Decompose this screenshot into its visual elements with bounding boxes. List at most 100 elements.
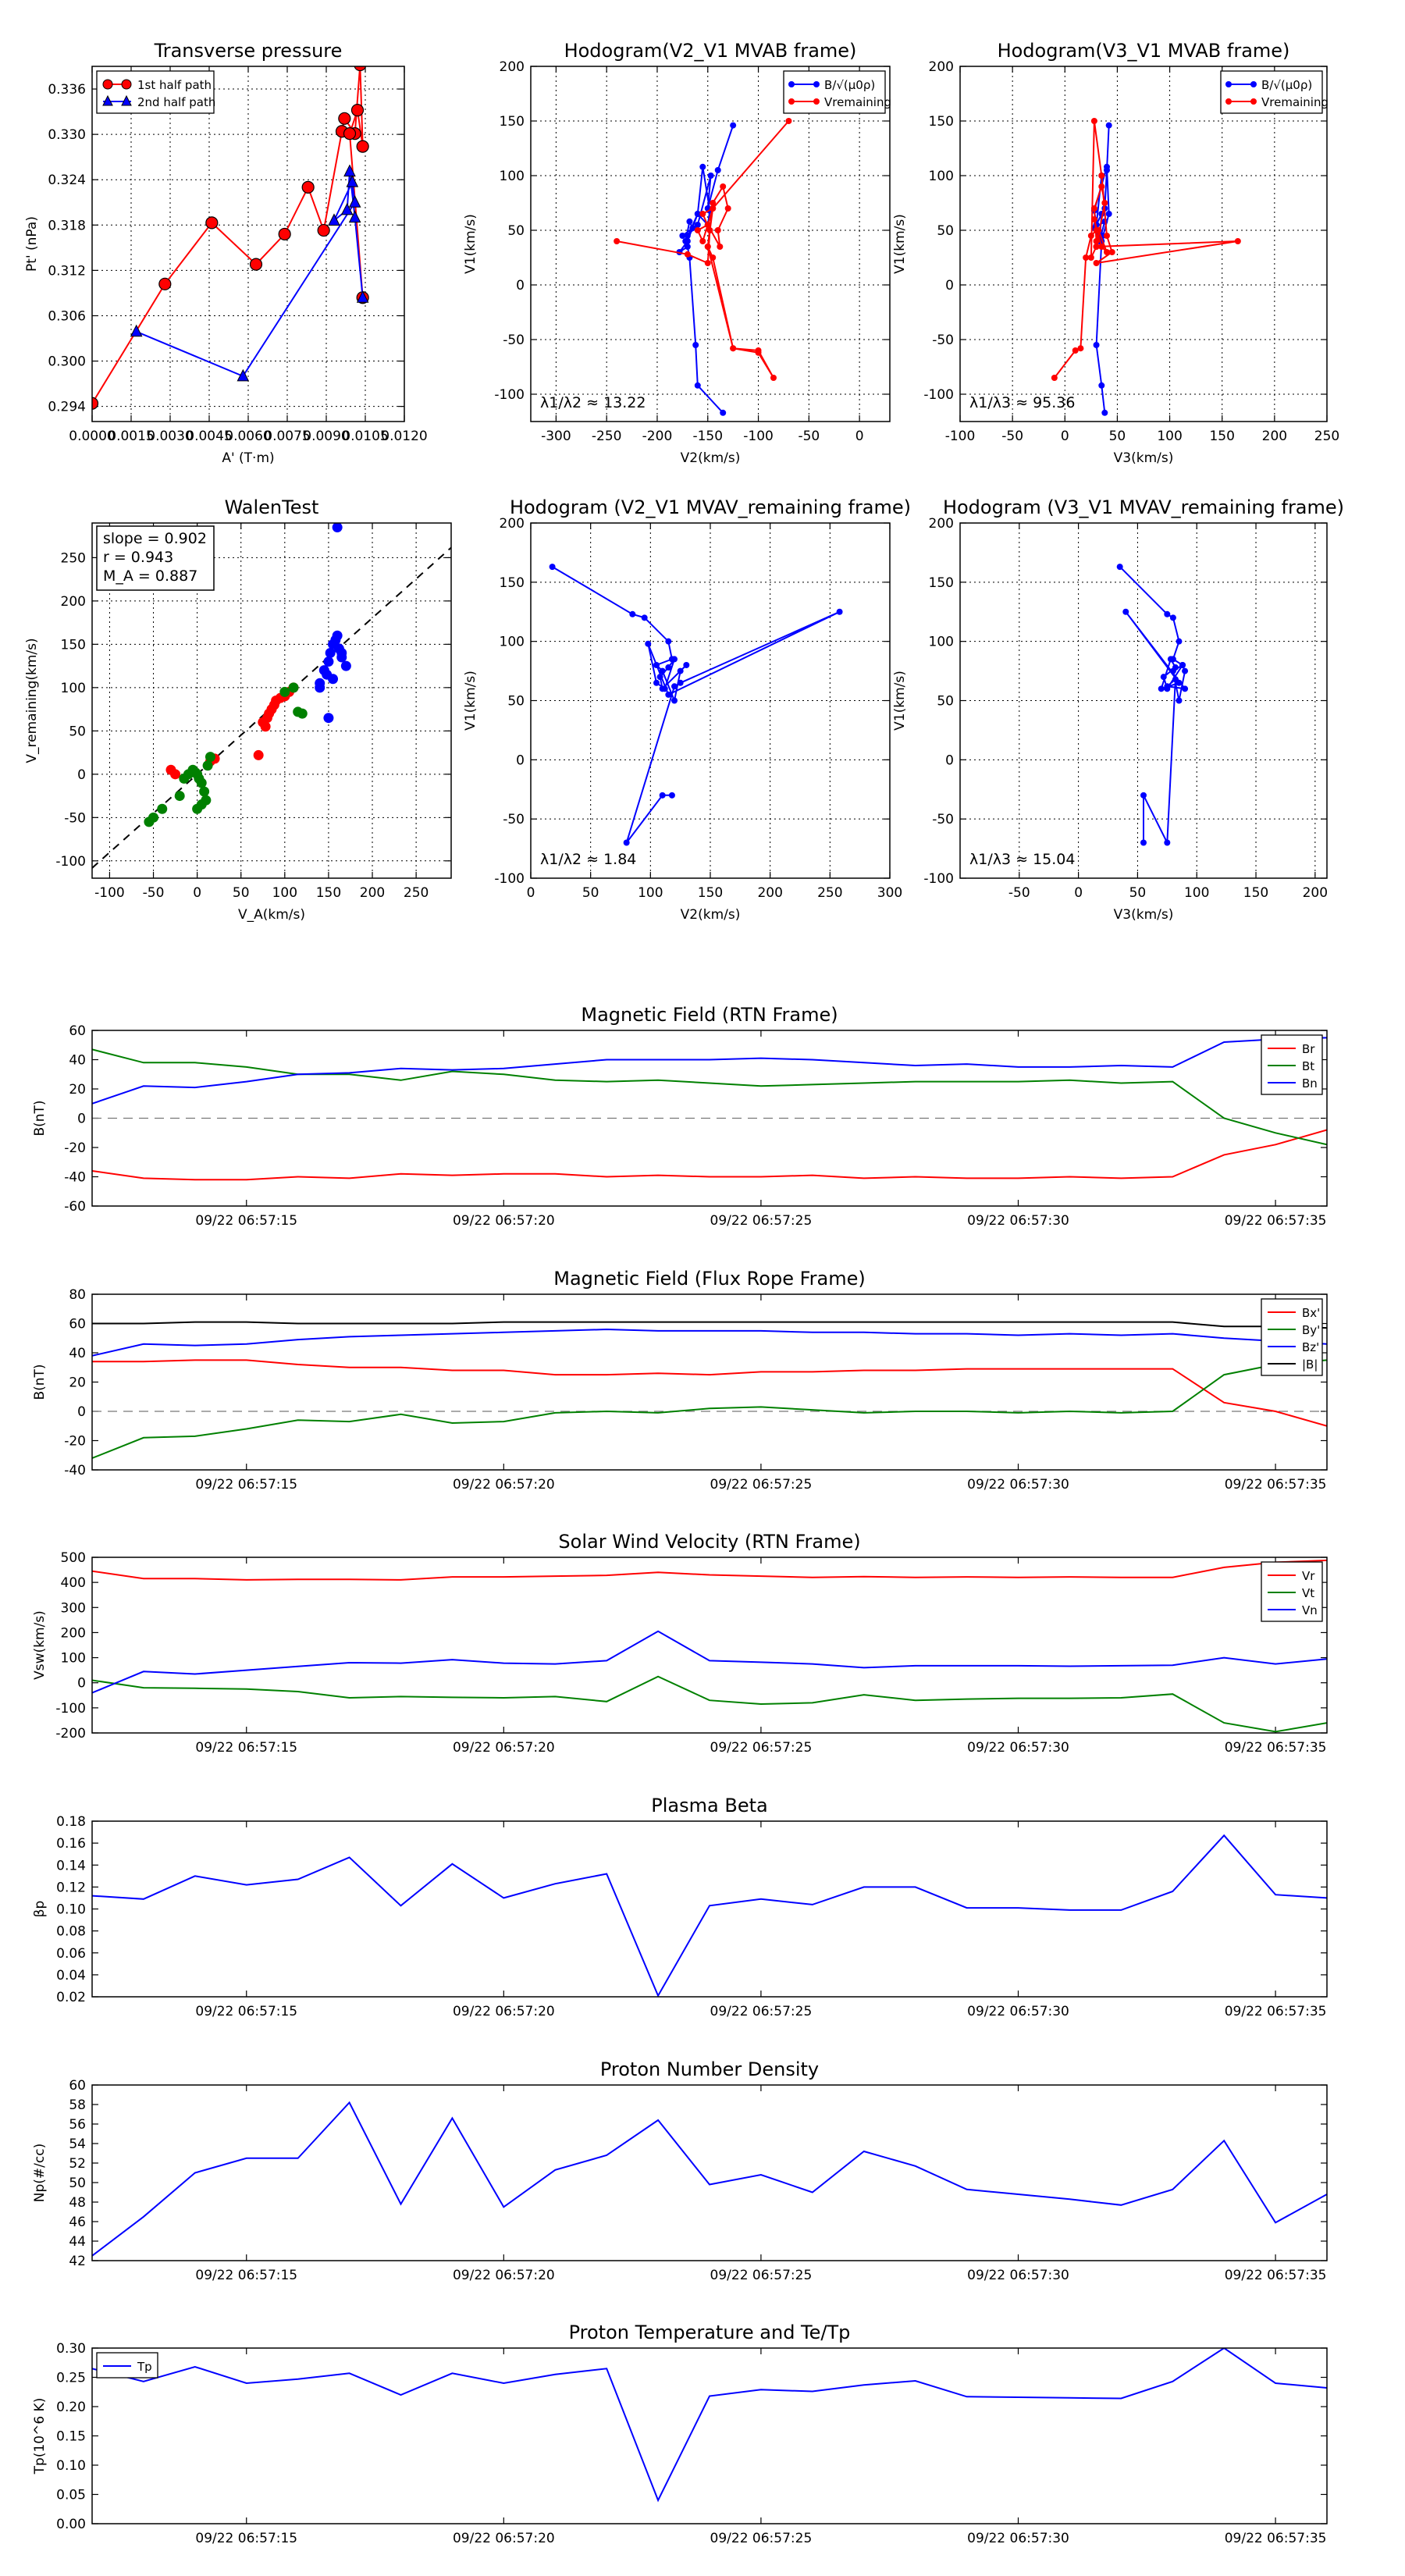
legend: Tp <box>96 2352 158 2379</box>
legend: B/√(μ0ρ) Vremaining <box>1220 70 1329 114</box>
series-line <box>92 1630 1327 1694</box>
data-point <box>1164 610 1171 617</box>
data-point <box>710 205 717 212</box>
y-axis-label: B(nT) <box>32 1100 48 1136</box>
data-point <box>694 211 701 217</box>
y-tick-label: -60 <box>64 1199 86 1215</box>
x-tick-label: 09/22 06:57:30 <box>967 1213 1069 1229</box>
data-point <box>260 721 271 732</box>
axes-frame <box>91 1820 1328 1998</box>
legend-label: Bt <box>1302 1059 1314 1073</box>
data-point <box>1104 249 1110 255</box>
legend-marker <box>1225 98 1232 105</box>
y-tick-label: 0 <box>945 278 954 294</box>
x-tick-label: 09/22 06:57:35 <box>1225 2004 1327 2019</box>
x-tick-label: 09/22 06:57:25 <box>710 1477 813 1493</box>
x-tick-label: 09/22 06:57:30 <box>967 1477 1069 1493</box>
data-point <box>730 122 737 129</box>
x-tick-label: -100 <box>945 429 976 444</box>
data-point <box>1090 118 1097 124</box>
data-point <box>1164 683 1171 690</box>
legend-label: Br <box>1302 1042 1315 1056</box>
y-tick-label: 0.294 <box>48 400 86 415</box>
y-tick-label: -20 <box>64 1140 86 1156</box>
x-tick-label: 0.0015 <box>108 429 154 444</box>
axes-frame <box>91 1293 1328 1471</box>
data-point <box>205 752 215 763</box>
legend-label: Tp <box>137 2360 152 2374</box>
legend-marker <box>121 94 132 106</box>
legend-marker <box>1250 81 1257 87</box>
y-tick-label: 50 <box>69 2176 86 2191</box>
data-point <box>1234 238 1241 244</box>
data-point <box>1105 122 1112 129</box>
stats-box <box>96 525 215 591</box>
x-tick-label: 09/22 06:57:20 <box>453 1213 555 1229</box>
data-point <box>684 244 691 250</box>
data-point <box>704 260 711 266</box>
chart-solar-wind-velocity-rtn: 09/22 06:57:15 09/22 06:57:20 09/22 06:57:… <box>32 1531 1328 1756</box>
x-axis-label: V3(km/s) <box>1114 907 1174 923</box>
y-tick-label: -100 <box>923 871 954 887</box>
plot-area <box>614 118 792 416</box>
axes-frame <box>91 2084 1328 2261</box>
series-tp <box>92 2348 1327 2503</box>
data-point <box>694 222 701 228</box>
series-line <box>92 1359 1327 1459</box>
data-point <box>665 664 672 671</box>
data-point <box>1077 345 1084 352</box>
data-point <box>1164 839 1171 846</box>
legend: B/√(μ0ρ) Vremaining <box>783 70 891 114</box>
x-tick-label: 0 <box>1061 429 1069 444</box>
y-axis-label: V1(km/s) <box>892 214 908 274</box>
legend-label: By' <box>1302 1323 1320 1337</box>
data-point <box>317 223 330 237</box>
y-tick-label: 0.324 <box>48 173 86 188</box>
axes-frame <box>530 522 891 879</box>
y-tick-label: -50 <box>503 812 525 827</box>
x-tick-label: 0 <box>855 429 864 444</box>
legend: Vr Vt Vn <box>1261 1561 1323 1622</box>
y-tick-label: -50 <box>64 810 86 826</box>
axes-frame <box>91 522 452 879</box>
y-tick-label: 200 <box>500 516 525 532</box>
data-point <box>689 225 696 232</box>
x-tick-label: 0.0000 <box>69 429 115 444</box>
data-point <box>1098 244 1105 250</box>
data-point <box>199 786 210 797</box>
data-point <box>614 238 621 244</box>
data-point <box>684 251 691 258</box>
data-point <box>653 679 660 686</box>
x-tick-label: 100 <box>1184 885 1209 901</box>
data-point <box>1167 656 1174 663</box>
x-tick-label: 09/22 06:57:15 <box>195 1477 297 1493</box>
chart-proton-temperature: 09/22 06:57:15 09/22 06:57:20 09/22 06:57:… <box>32 2322 1328 2546</box>
data-point <box>325 647 336 658</box>
y-tick-label: -50 <box>503 333 525 348</box>
x-tick-label: 200 <box>360 885 385 901</box>
data-point <box>1104 163 1110 170</box>
series-green <box>144 682 308 827</box>
data-point <box>699 163 706 170</box>
ratio-annotation: λ1/λ3 ≈ 15.04 <box>969 851 1075 868</box>
chart-walen-test: -100 -50 0 50 100 150 200 250 -100 -50 0 50 100 150 20… <box>24 496 452 923</box>
y-tick-label: 0.20 <box>56 2400 86 2415</box>
data-point <box>679 233 686 239</box>
series-line <box>92 2101 1327 2257</box>
y-tick-label: 0 <box>77 1676 86 1692</box>
y-tick-label: 200 <box>929 59 954 75</box>
x-tick-label: -100 <box>743 429 774 444</box>
data-point <box>686 218 693 225</box>
y-tick-label: 48 <box>69 2195 86 2211</box>
chart-transverse-pressure: 0.00000.00150.00300.00450.00600.00750.00… <box>24 40 428 466</box>
x-axis-label: V2(km/s) <box>681 450 741 466</box>
data-point <box>249 258 263 271</box>
data-point <box>1093 238 1100 244</box>
series-line <box>92 1129 1327 1181</box>
chart-proton-number-density: 09/22 06:57:15 09/22 06:57:20 09/22 06:57:… <box>32 2058 1328 2283</box>
y-tick-label: 150 <box>929 575 954 591</box>
y-tick-label: 250 <box>61 550 86 566</box>
y-tick-label: 0 <box>77 767 86 783</box>
axes-frame <box>530 66 891 422</box>
data-point <box>1093 260 1100 266</box>
